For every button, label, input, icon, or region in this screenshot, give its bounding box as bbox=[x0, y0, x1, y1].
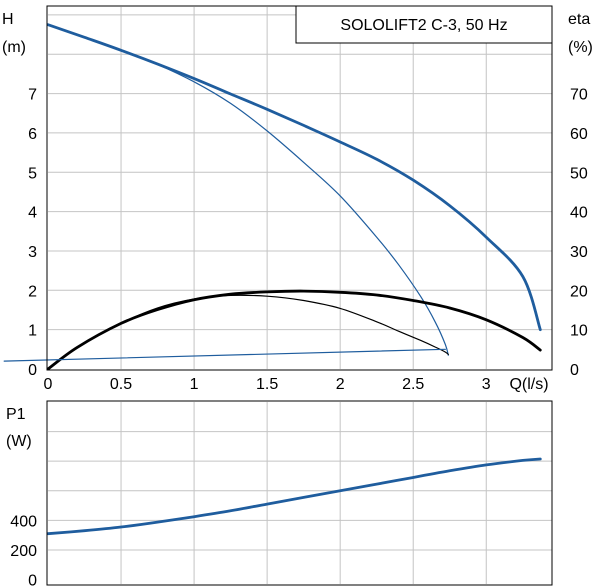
x-tick-label: 1 bbox=[190, 376, 199, 393]
chart-title: SOLOLIFT2 C-3, 50 Hz bbox=[340, 17, 507, 34]
flow-axis-label: Q(l/s) bbox=[509, 376, 548, 393]
head-tick-label: 2 bbox=[28, 283, 37, 300]
top-grid bbox=[48, 7, 552, 369]
efficiency-tick-label: 50 bbox=[570, 165, 588, 182]
bottom-tick-labels: 0 200 400 bbox=[10, 513, 37, 586]
head-efficiency-panel: SOLOLIFT2 C-3, 50 Hz H (m) eta (%) Q(l/s… bbox=[2, 5, 593, 393]
bottom-curves bbox=[46, 457, 542, 536]
x-tick-label: 2.5 bbox=[402, 376, 424, 393]
head-axis-label: H bbox=[2, 11, 14, 28]
power-tick-label: 200 bbox=[10, 543, 37, 560]
head-tick-label: 0 bbox=[28, 362, 37, 379]
efficiency-tick-label: 70 bbox=[570, 87, 588, 104]
power-axis-unit: (W) bbox=[6, 433, 32, 450]
head-tick-label: 7 bbox=[28, 87, 37, 104]
head-tick-label: 4 bbox=[28, 205, 37, 222]
power-curve bbox=[46, 457, 542, 536]
head-tick-label: 6 bbox=[28, 126, 37, 143]
head-curve-max bbox=[46, 23, 542, 332]
efficiency-tick-label: 0 bbox=[570, 362, 579, 379]
efficiency-tick-label: 60 bbox=[570, 126, 588, 143]
power-panel: P1 (W) 0 200 400 bbox=[6, 400, 553, 586]
chart-title-box bbox=[295, 5, 553, 44]
x-tick-label: 1.5 bbox=[256, 376, 278, 393]
efficiency-tick-label: 40 bbox=[570, 205, 588, 222]
head-curve-min bbox=[47, 24, 449, 356]
head-tick-label: 5 bbox=[28, 165, 37, 182]
head-tick-label: 1 bbox=[28, 323, 37, 340]
top-curves bbox=[3, 23, 542, 371]
bottom-grid bbox=[48, 402, 552, 584]
efficiency-axis-unit: (%) bbox=[568, 39, 593, 56]
x-tick-label: 2 bbox=[336, 376, 345, 393]
head-axis-unit: (m) bbox=[2, 39, 26, 56]
efficiency-curve-min bbox=[47, 294, 449, 370]
power-tick-label: 400 bbox=[10, 513, 37, 530]
x-tick-label: 0 bbox=[44, 376, 53, 393]
efficiency-tick-label: 10 bbox=[570, 323, 588, 340]
efficiency-axis-label: eta bbox=[568, 11, 590, 28]
efficiency-tick-label: 30 bbox=[570, 244, 588, 261]
power-axis-label: P1 bbox=[6, 406, 26, 423]
x-tick-label: 3 bbox=[482, 376, 491, 393]
x-tick-label: 0.5 bbox=[110, 376, 132, 393]
operating-line bbox=[3, 348, 446, 362]
bottom-plot-frame bbox=[46, 400, 553, 586]
power-tick-label: 0 bbox=[28, 573, 37, 586]
efficiency-tick-label: 20 bbox=[570, 283, 588, 300]
head-tick-label: 3 bbox=[28, 244, 37, 261]
